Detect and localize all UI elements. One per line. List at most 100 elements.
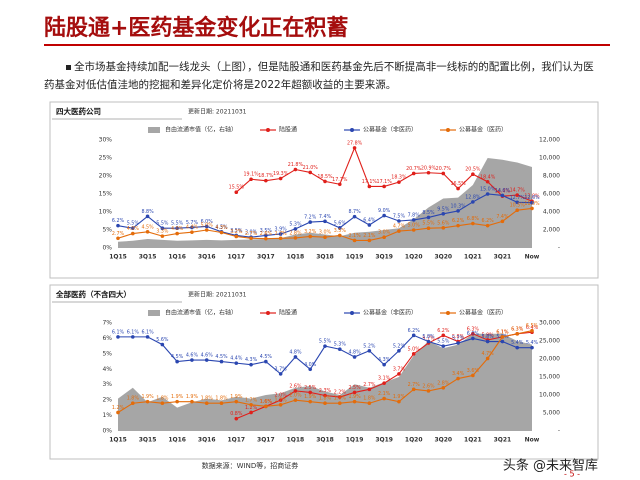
point — [308, 170, 313, 175]
y-tick-label: 15% — [99, 191, 113, 198]
point — [382, 381, 386, 385]
point — [471, 373, 475, 378]
point — [515, 200, 520, 205]
point — [530, 345, 534, 350]
value-label: 6.3% — [467, 326, 480, 332]
point — [264, 404, 268, 409]
x-tick-label: 1Q15 — [109, 437, 127, 444]
point — [264, 178, 268, 183]
legend-label: 陆股通 — [279, 309, 297, 317]
point — [145, 214, 150, 219]
value-label: 4.7% — [393, 224, 406, 230]
point — [160, 401, 165, 406]
value-label: 1.7% — [245, 397, 258, 403]
point — [278, 372, 283, 376]
point — [278, 236, 283, 241]
point — [175, 359, 179, 364]
value-label: 4.6% — [186, 353, 199, 359]
value-label: 8.8% — [141, 209, 154, 215]
point — [337, 233, 342, 238]
point — [234, 416, 239, 421]
value-label: 10.5% — [510, 203, 526, 209]
value-label: 3.5% — [260, 228, 273, 234]
value-label: 5.5% — [437, 339, 450, 345]
point — [367, 184, 372, 189]
point — [219, 401, 224, 406]
point — [145, 335, 150, 339]
point — [426, 389, 431, 393]
value-label: 6.0% — [201, 219, 214, 225]
value-label: 1.8% — [156, 396, 169, 402]
point — [352, 146, 357, 150]
point — [323, 219, 327, 224]
chart-subtitle: 更新日期: 20211031 — [188, 291, 247, 299]
y2-tick-label: 5,000 — [543, 410, 560, 417]
value-label: 4.5% — [171, 354, 184, 360]
y-tick-label: 6% — [102, 335, 112, 342]
point — [397, 229, 401, 233]
point — [500, 219, 505, 224]
point — [382, 362, 386, 367]
value-label: 1.8% — [201, 396, 214, 402]
y2-tick-label: 30,000 — [539, 320, 560, 327]
value-label: 5.7% — [452, 336, 465, 342]
source-note: 数据来源：WIND等，招商证券 — [202, 461, 299, 470]
value-label: 1.6% — [260, 399, 273, 405]
legend-swatch — [148, 310, 160, 316]
point — [397, 399, 401, 404]
point — [500, 339, 505, 344]
value-label: 17.1% — [362, 179, 378, 185]
x-tick-label: 1Q18 — [287, 437, 305, 444]
y2-tick-label: 2,000 — [543, 227, 560, 234]
value-label: 7.4% — [496, 214, 509, 220]
point — [456, 223, 460, 228]
x-tick-label: 3Q19 — [375, 437, 393, 444]
point — [249, 177, 253, 182]
value-label: 3.2% — [230, 229, 243, 235]
area — [118, 158, 532, 248]
x-tick-label: 3Q17 — [257, 437, 275, 444]
x-tick-label: 1Q15 — [109, 254, 127, 261]
value-label: 5.6% — [437, 220, 450, 226]
y2-tick-label: 15,000 — [539, 374, 560, 381]
value-label: 2.7% — [408, 382, 421, 388]
value-label: 12.8% — [465, 194, 481, 200]
legend-label: 公募基金（非医药） — [363, 126, 417, 134]
point — [530, 200, 534, 205]
value-label: 2.1% — [378, 391, 391, 397]
x-tick-label: 1Q20 — [405, 254, 423, 261]
value-label: 10.3% — [450, 203, 466, 209]
value-label: 3.5% — [230, 228, 243, 234]
value-label: 6.5% — [526, 323, 539, 329]
value-label: 1.8% — [363, 396, 376, 402]
value-label: 6.4% — [363, 217, 376, 223]
value-label: 4.3% — [378, 357, 391, 363]
point — [411, 228, 416, 232]
value-label: 4.5% — [215, 354, 228, 360]
value-label: 6.2% — [482, 218, 495, 224]
y-tick-label: 20% — [99, 173, 113, 180]
y-tick-label: 30% — [99, 137, 113, 144]
point — [190, 230, 194, 234]
point — [426, 170, 431, 175]
point — [160, 234, 165, 238]
y-tick-label: 3% — [102, 381, 112, 388]
x-tick-label: 3Q16 — [198, 437, 216, 444]
chart-subtitle: 更新日期: 20211031 — [188, 108, 247, 116]
y-tick-label: 5% — [102, 350, 112, 357]
point — [382, 184, 386, 189]
value-label: 2.6% — [422, 383, 435, 389]
legend-label: 公募基金（非医药） — [363, 309, 417, 317]
value-label: 3.0% — [245, 230, 258, 236]
point — [352, 390, 357, 395]
point — [293, 236, 298, 240]
point — [190, 358, 194, 362]
point — [308, 234, 313, 239]
title-rule — [44, 44, 610, 46]
value-label: 20.7% — [436, 166, 452, 172]
point — [337, 401, 342, 406]
value-label: 4.5% — [141, 224, 154, 230]
point — [278, 176, 283, 181]
value-label: 18.4% — [480, 174, 496, 180]
point — [337, 395, 342, 399]
